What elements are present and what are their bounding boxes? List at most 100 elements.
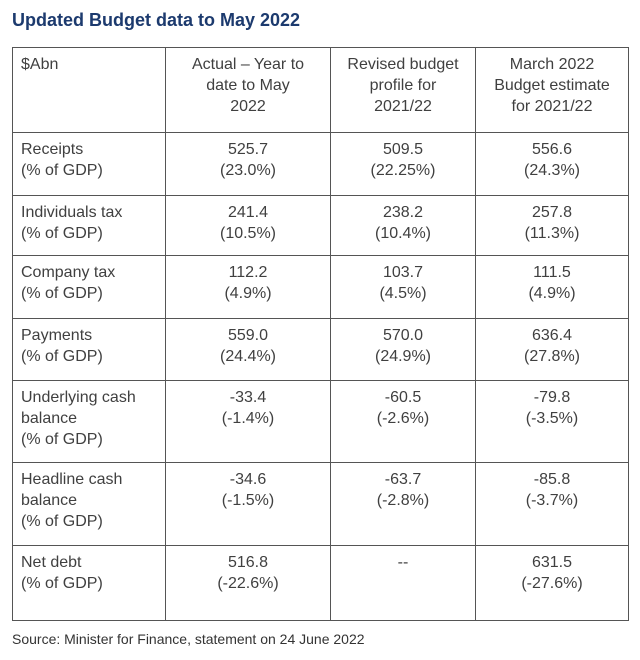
- cell-line: (24.9%): [374, 348, 432, 365]
- table-cell: Company tax (% of GDP): [12, 255, 166, 319]
- source-note: Source: Minister for Finance, statement …: [12, 631, 365, 647]
- cell-line: (10.4%): [374, 225, 432, 242]
- cell-line: balance: [21, 410, 78, 427]
- table-cell: 570.0 (24.9%): [330, 318, 476, 381]
- cell-line: 556.6: [531, 141, 573, 158]
- cell-line: -85.8: [533, 471, 571, 488]
- table-cell: 516.8 (-22.6%): [165, 545, 331, 621]
- table-row: $Abn Actual – Year to date to May 2022 Revis…: [12, 47, 629, 133]
- cell-line: -63.7: [384, 471, 422, 488]
- cell-line: Receipts: [21, 141, 84, 158]
- cell-line: (% of GDP): [21, 431, 103, 448]
- cell-line: 2021/22: [374, 98, 432, 115]
- cell-line: 516.8: [227, 554, 269, 571]
- table-cell: 103.7 (4.5%): [330, 255, 476, 319]
- table-cell: 238.2 (10.4%): [330, 195, 476, 256]
- cell-line: (% of GDP): [21, 225, 103, 242]
- table-cell: -63.7 (-2.8%): [330, 462, 476, 546]
- cell-line: March 2022: [509, 56, 595, 73]
- cell-line: (% of GDP): [21, 513, 103, 530]
- table-cell: 112.2 (4.9%): [165, 255, 331, 319]
- cell-line: (-27.6%): [521, 575, 583, 592]
- cell-line: (24.4%): [219, 348, 277, 365]
- cell-line: (11.3%): [524, 225, 580, 242]
- table-cell: Net debt (% of GDP): [12, 545, 166, 621]
- table-cell: -85.8 (-3.7%): [475, 462, 629, 546]
- cell-line: 570.0: [382, 327, 424, 344]
- cell-line: (-1.5%): [221, 492, 275, 509]
- cell-line: -33.4: [229, 389, 267, 406]
- table-cell: 257.8 (11.3%): [475, 195, 629, 256]
- cell-line: date to May: [206, 77, 290, 94]
- cell-line: 636.4: [531, 327, 573, 344]
- table-row: Headline cash balance (% of GDP) -34.6 (-1.5…: [12, 462, 629, 546]
- table-cell: -79.8 (-3.5%): [475, 380, 629, 463]
- table-cell: -34.6 (-1.5%): [165, 462, 331, 546]
- table-cell: Revised budget profile for 2021/22: [330, 47, 476, 133]
- cell-line: 525.7: [227, 141, 269, 158]
- cell-line: (23.0%): [219, 162, 277, 179]
- table-cell: Receipts (% of GDP): [12, 132, 166, 196]
- table-cell: -33.4 (-1.4%): [165, 380, 331, 463]
- cell-line: (-3.7%): [525, 492, 579, 509]
- cell-line: (4.5%): [379, 285, 427, 302]
- cell-line: (22.25%): [370, 162, 436, 179]
- table-cell: 636.4 (27.8%): [475, 318, 629, 381]
- cell-line: (24.3%): [523, 162, 581, 179]
- cell-line: 103.7: [382, 264, 424, 281]
- table-cell: 241.4 (10.5%): [165, 195, 331, 256]
- cell-line: balance: [21, 492, 78, 509]
- cell-line: (27.8%): [523, 348, 581, 365]
- cell-line: Payments: [21, 327, 93, 344]
- cell-line: 559.0: [227, 327, 269, 344]
- table-row: Net debt (% of GDP) 516.8 (-22.6%) -- 631.5 (-…: [12, 545, 629, 621]
- cell-line: 238.2: [382, 204, 424, 221]
- table-row: Company tax (% of GDP) 112.2 (4.9%) 103.7 (4.…: [12, 255, 629, 319]
- cell-line: -60.5: [384, 389, 422, 406]
- table-cell: Payments (% of GDP): [12, 318, 166, 381]
- cell-line: Revised budget: [347, 56, 459, 73]
- cell-line: 257.8: [531, 204, 573, 221]
- table-cell: Underlying cash balance (% of GDP): [12, 380, 166, 463]
- table-cell: 509.5 (22.25%): [330, 132, 476, 196]
- table-cell: -60.5 (-2.6%): [330, 380, 476, 463]
- table-cell: 559.0 (24.4%): [165, 318, 331, 381]
- table-cell: March 2022 Budget estimate for 2021/22: [475, 47, 629, 133]
- table-cell: 556.6 (24.3%): [475, 132, 629, 196]
- table-row: Underlying cash balance (% of GDP) -33.4 (-1…: [12, 380, 629, 463]
- table-cell: 525.7 (23.0%): [165, 132, 331, 196]
- cell-line: Net debt: [21, 554, 82, 571]
- table-cell: Individuals tax (% of GDP): [12, 195, 166, 256]
- cell-line: (10.5%): [219, 225, 277, 242]
- cell-line: 241.4: [227, 204, 269, 221]
- table-row: Individuals tax (% of GDP) 241.4 (10.5%) 238…: [12, 195, 629, 256]
- table-cell: Headline cash balance (% of GDP): [12, 462, 166, 546]
- cell-line: (% of GDP): [21, 162, 103, 179]
- cell-line: (% of GDP): [21, 575, 103, 592]
- cell-line: -79.8: [533, 389, 571, 406]
- cell-line: (% of GDP): [21, 348, 103, 365]
- budget-table: $Abn Actual – Year to date to May 2022 Revis…: [12, 47, 629, 621]
- cell-line: --: [397, 554, 409, 571]
- table-cell: Actual – Year to date to May 2022: [165, 47, 331, 133]
- table-row: Payments (% of GDP) 559.0 (24.4%) 570.0 (24.9…: [12, 318, 629, 381]
- cell-line: (-1.4%): [221, 410, 275, 427]
- table-row: Receipts (% of GDP) 525.7 (23.0%) 509.5 (22.2…: [12, 132, 629, 196]
- cell-line: profile for: [369, 77, 437, 94]
- cell-line: (4.9%): [528, 285, 576, 302]
- cell-line: (-2.8%): [376, 492, 430, 509]
- cell-line: 631.5: [531, 554, 573, 571]
- cell-line: Actual – Year to: [191, 56, 305, 73]
- table-cell: 111.5 (4.9%): [475, 255, 629, 319]
- table-cell: --: [330, 545, 476, 621]
- cell-line: (-22.6%): [217, 575, 279, 592]
- cell-line: Company tax: [21, 264, 116, 281]
- cell-line: Individuals tax: [21, 204, 123, 221]
- table-cell: $Abn: [12, 47, 166, 133]
- cell-line: Underlying cash: [21, 389, 136, 406]
- cell-line: (% of GDP): [21, 285, 103, 302]
- cell-line: Headline cash: [21, 471, 123, 488]
- cell-line: (-3.5%): [525, 410, 579, 427]
- cell-line: for 2021/22: [511, 98, 593, 115]
